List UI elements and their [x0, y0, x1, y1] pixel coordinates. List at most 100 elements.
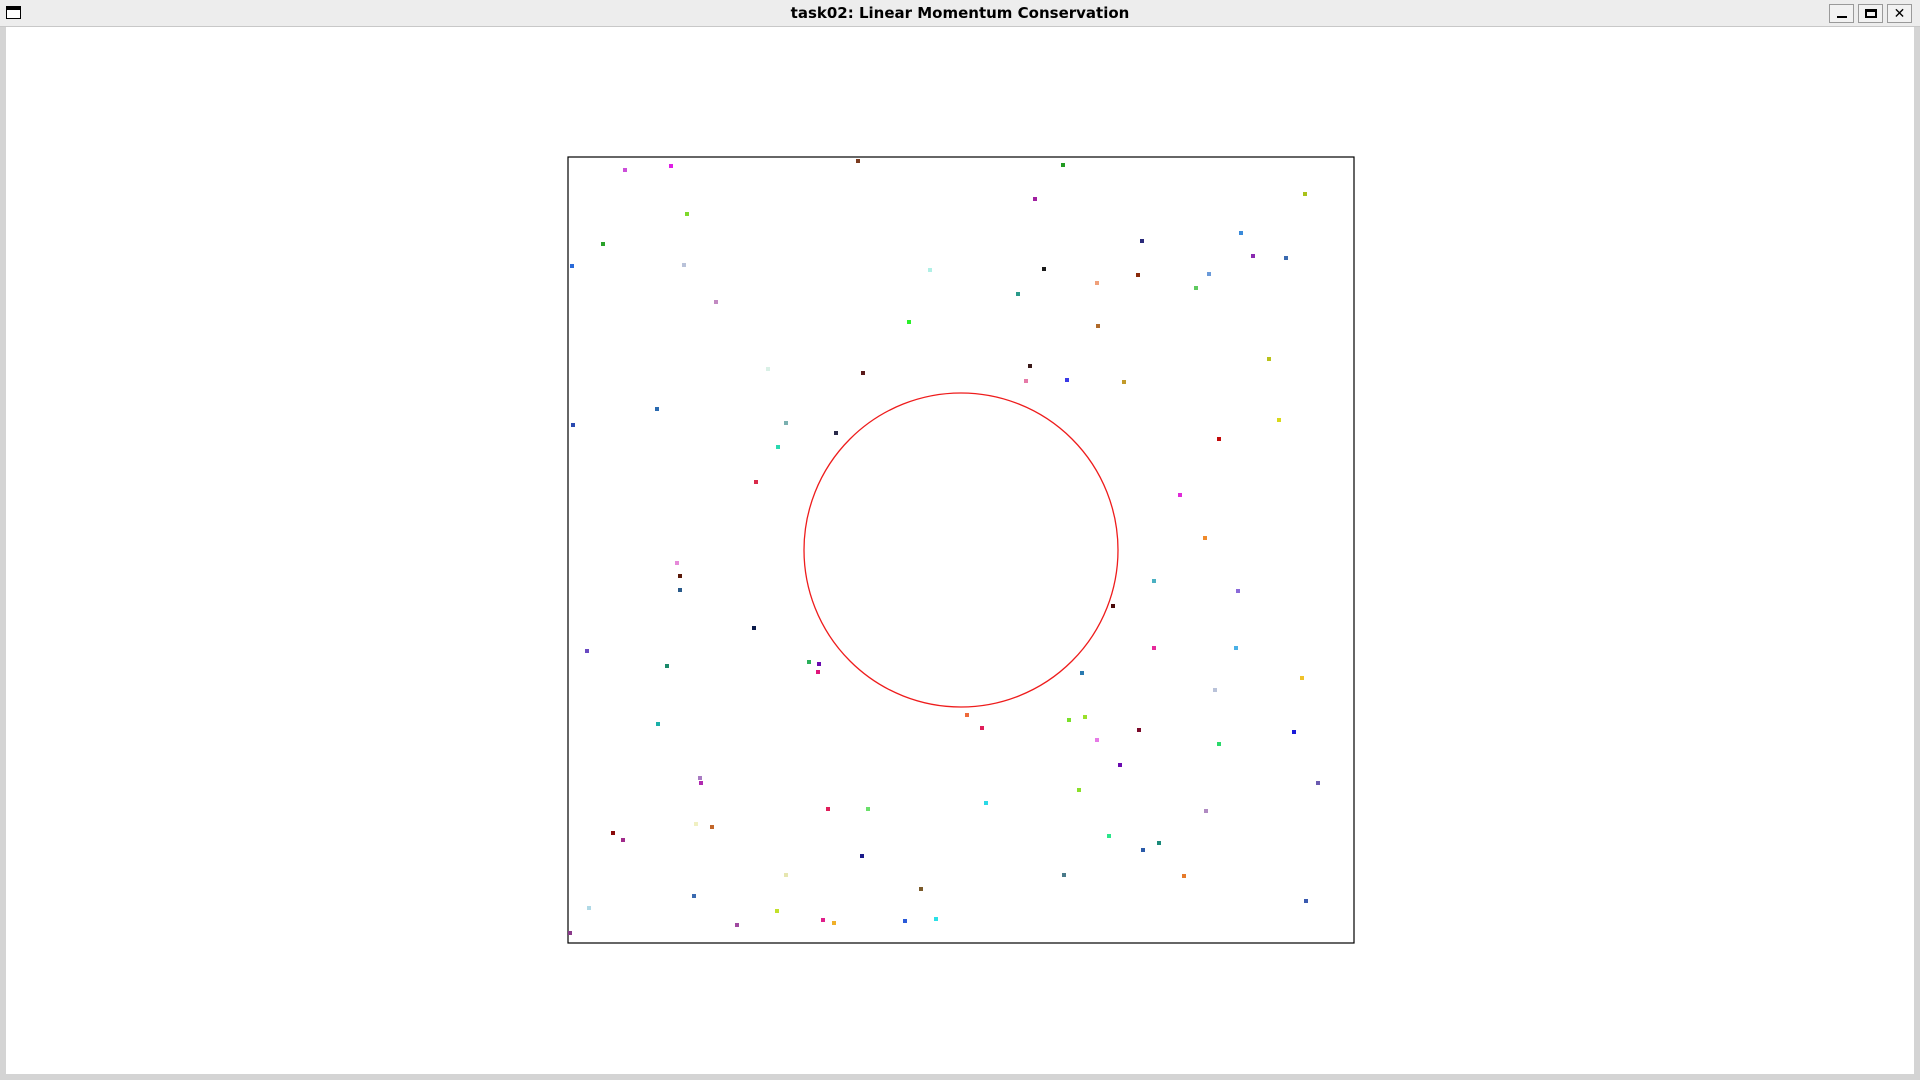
particle [1277, 418, 1281, 422]
particle [928, 268, 932, 272]
particle [1292, 730, 1296, 734]
particle [860, 854, 864, 858]
minimize-icon [1836, 15, 1847, 18]
particle [1136, 273, 1140, 277]
particle [1204, 809, 1208, 813]
particle [1140, 239, 1144, 243]
particle [568, 931, 572, 935]
particle [1083, 715, 1087, 719]
window-title: task02: Linear Momentum Conservation [790, 4, 1130, 22]
particle [1111, 604, 1115, 608]
particle [1194, 286, 1198, 290]
title-bar[interactable]: task02: Linear Momentum Conservation ✕ [0, 0, 1920, 27]
particle [965, 713, 969, 717]
particle [1300, 676, 1304, 680]
particle [714, 300, 718, 304]
particle [1234, 646, 1238, 650]
particle [692, 894, 696, 898]
particle [685, 212, 689, 216]
minimize-button[interactable] [1829, 4, 1854, 23]
particle [621, 838, 625, 842]
particle [1152, 579, 1156, 583]
particle [903, 919, 907, 923]
particle [655, 407, 659, 411]
particle [980, 726, 984, 730]
particle [571, 423, 575, 427]
particle [907, 320, 911, 324]
particle [1016, 292, 1020, 296]
particle [1267, 357, 1271, 361]
close-icon: ✕ [1893, 5, 1906, 22]
simulation-drawing [567, 156, 1355, 944]
particle [766, 367, 770, 371]
particle [1096, 324, 1100, 328]
particles-layer [568, 159, 1320, 935]
particle [784, 873, 788, 877]
particle [1067, 718, 1071, 722]
particle [919, 887, 923, 891]
particle [675, 561, 679, 565]
particle [710, 825, 714, 829]
particle [1080, 671, 1084, 675]
particle [817, 662, 821, 666]
particle [832, 921, 836, 925]
particle [1203, 536, 1207, 540]
particle [611, 831, 615, 835]
particle [1062, 873, 1066, 877]
particle [1182, 874, 1186, 878]
particle [1217, 742, 1221, 746]
particle [1217, 437, 1221, 441]
close-button[interactable]: ✕ [1887, 4, 1912, 23]
particle [816, 670, 820, 674]
particle [1137, 728, 1141, 732]
particle [1118, 763, 1122, 767]
particle [754, 480, 758, 484]
particle [656, 722, 660, 726]
particle [826, 807, 830, 811]
particle [587, 906, 591, 910]
particle [1213, 688, 1217, 692]
particle [1152, 646, 1156, 650]
particle [1061, 163, 1065, 167]
maximize-icon [1864, 9, 1877, 18]
particle [678, 574, 682, 578]
particle [1107, 834, 1111, 838]
simulation-canvas[interactable] [6, 27, 1914, 1074]
particle [752, 626, 756, 630]
particle [834, 431, 838, 435]
particle [776, 445, 780, 449]
particle [678, 588, 682, 592]
window-menu-icon[interactable] [6, 6, 21, 19]
particle [694, 822, 698, 826]
particle [735, 923, 739, 927]
particle [984, 801, 988, 805]
particle [665, 664, 669, 668]
particle [623, 168, 627, 172]
particle [1122, 380, 1126, 384]
particle [1303, 192, 1307, 196]
particle [1157, 841, 1161, 845]
particle [1178, 493, 1182, 497]
particle [669, 164, 673, 168]
particle [1024, 379, 1028, 383]
particle [1065, 378, 1069, 382]
particle [866, 807, 870, 811]
particle [861, 371, 865, 375]
particle [856, 159, 860, 163]
particle [601, 242, 605, 246]
particle [1251, 254, 1255, 258]
particle [1141, 848, 1145, 852]
particle [1304, 899, 1308, 903]
particle [570, 264, 574, 268]
particle [1316, 781, 1320, 785]
particle [807, 660, 811, 664]
particle [1033, 197, 1037, 201]
particle [1284, 256, 1288, 260]
particle [1236, 589, 1240, 593]
particle [775, 909, 779, 913]
particle [1239, 231, 1243, 235]
simulation-boundary [567, 156, 1355, 944]
particle [699, 781, 703, 785]
particle [698, 776, 702, 780]
maximize-button[interactable] [1858, 4, 1883, 23]
